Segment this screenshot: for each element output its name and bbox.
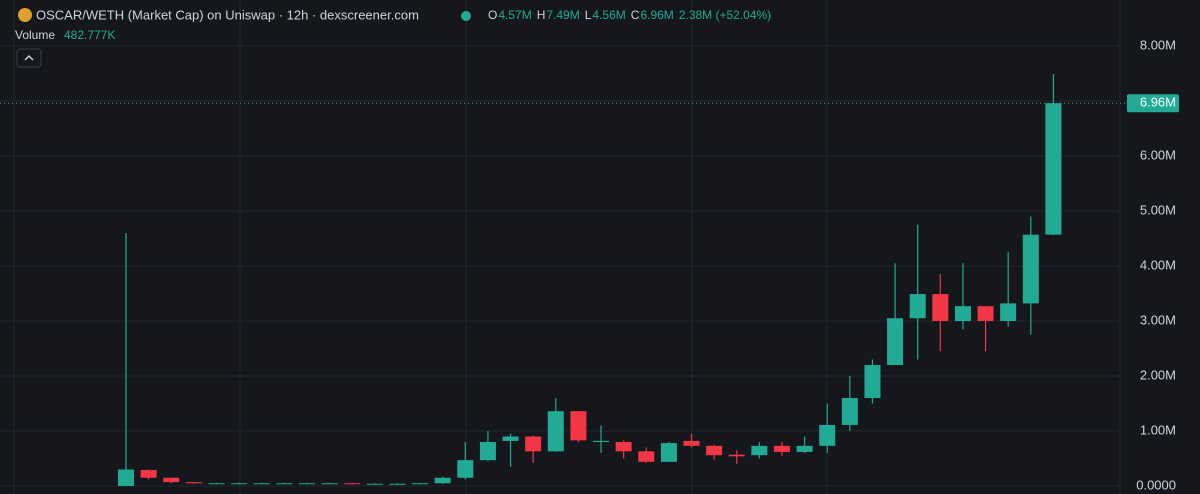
candle-body xyxy=(276,483,293,485)
candle-body xyxy=(909,294,926,319)
last-price-label: 6.96M xyxy=(1140,95,1176,110)
candle-body xyxy=(728,454,745,457)
status-dot xyxy=(461,11,471,21)
token-icon xyxy=(18,8,32,22)
candle-body xyxy=(547,411,564,452)
candle-body xyxy=(344,483,361,485)
last-price-box xyxy=(1127,94,1179,113)
candle-body xyxy=(819,424,836,446)
legend-change: 2.38M (+52.04%) xyxy=(679,8,771,22)
chevron-icon xyxy=(24,54,34,61)
candle-body xyxy=(1022,234,1039,304)
candle-body xyxy=(140,470,157,478)
candle-body xyxy=(502,436,519,441)
candle-body xyxy=(479,442,496,461)
candle-body xyxy=(570,411,587,441)
y-tick-label: 1.00M xyxy=(1140,422,1176,437)
chart-title: OSCAR/WETH (Market Cap) on Uniswap · 12h… xyxy=(36,7,419,22)
legend-key: L xyxy=(585,8,592,22)
y-tick-label: 3.00M xyxy=(1140,312,1176,327)
legend-value: 4.57M xyxy=(498,8,531,22)
candle-body xyxy=(118,469,134,486)
candle-body xyxy=(1045,103,1062,235)
candle-body xyxy=(864,365,881,398)
candle-body xyxy=(412,483,429,485)
volume-label: Volume xyxy=(15,28,55,42)
candle-body xyxy=(163,477,180,483)
candle-body xyxy=(954,306,971,321)
candle-body xyxy=(887,318,904,365)
candle-body xyxy=(977,306,994,321)
candle-body xyxy=(841,398,858,425)
y-tick-label: 0.0000 xyxy=(1136,477,1176,492)
collapse-button[interactable] xyxy=(16,48,42,68)
y-tick-label: 4.00M xyxy=(1140,257,1176,272)
legend-value: 4.56M xyxy=(592,8,625,22)
candle-body xyxy=(525,436,542,452)
legend-value: 7.49M xyxy=(546,8,579,22)
candle-body xyxy=(751,445,768,456)
ohlc-legend: O 4.57M H 7.49M L 4.56M C 6.96M 2.38M (+52.04%) xyxy=(488,8,771,22)
legend-key: C xyxy=(631,8,640,22)
candle-body xyxy=(660,443,677,462)
y-tick-label: 2.00M xyxy=(1140,367,1176,382)
candle-body xyxy=(932,294,949,321)
y-tick-label: 8.00M xyxy=(1140,37,1176,52)
candle-body xyxy=(457,460,474,478)
candle-body xyxy=(683,440,700,446)
candle-body xyxy=(796,445,813,452)
volume-value: 482.777K xyxy=(64,28,115,42)
candle-body xyxy=(389,483,406,485)
candle-body xyxy=(638,451,655,462)
candle-body xyxy=(593,440,610,442)
candle-body xyxy=(253,483,270,485)
candle-body xyxy=(321,483,338,485)
candle-body xyxy=(185,482,202,484)
candle-body xyxy=(434,477,451,484)
candle-body xyxy=(231,483,248,485)
y-tick-label: 5.00M xyxy=(1140,202,1176,217)
candle-body xyxy=(706,445,723,456)
candle-body xyxy=(298,483,315,485)
candle-body xyxy=(1000,303,1017,321)
legend-key: H xyxy=(537,8,546,22)
candle-body xyxy=(208,483,225,485)
candle-body xyxy=(773,445,790,452)
y-tick-label: 6.00M xyxy=(1140,147,1176,162)
vertical-grid xyxy=(13,0,1121,494)
legend-key: O xyxy=(488,8,497,22)
candle-body xyxy=(366,483,383,485)
candle-body xyxy=(615,442,632,452)
legend-value: 6.96M xyxy=(640,8,673,22)
